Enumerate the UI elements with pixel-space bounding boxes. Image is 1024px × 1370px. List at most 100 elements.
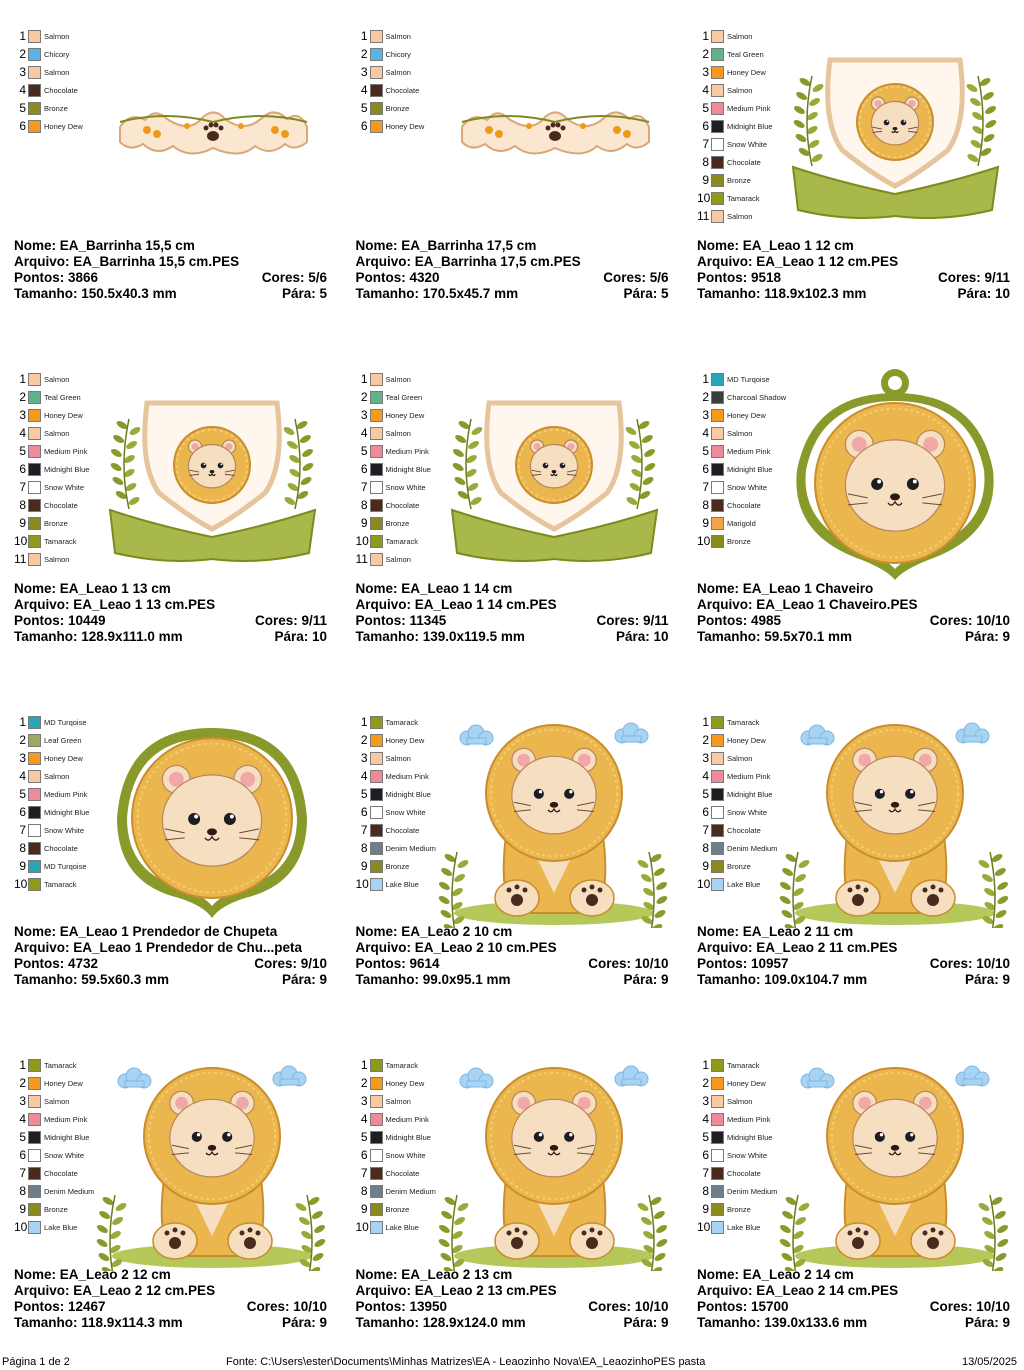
color-index: 6 bbox=[360, 119, 368, 133]
palette-row: 8 Chocolate bbox=[14, 496, 89, 514]
color-index: 5 bbox=[360, 787, 368, 801]
color-index: 5 bbox=[360, 444, 368, 458]
info-row: Pontos: 11345 Cores: 9/11 bbox=[356, 613, 669, 629]
shield-frame bbox=[791, 57, 1000, 219]
color-swatch bbox=[711, 859, 724, 873]
color-index: 4 bbox=[702, 1112, 709, 1126]
color-name: Tamarack bbox=[44, 1060, 77, 1070]
color-index: 7 bbox=[702, 1166, 709, 1180]
palette-row: 11 Salmon bbox=[697, 207, 772, 225]
palette-row: 10 Lake Blue bbox=[356, 1218, 436, 1236]
color-name: Midnight Blue bbox=[44, 464, 90, 474]
color-name: Honey Dew bbox=[385, 121, 425, 131]
color-swatch bbox=[711, 715, 724, 729]
color-name: Honey Dew bbox=[727, 410, 766, 420]
color-swatch bbox=[369, 751, 383, 765]
info-row: Pontos: 3866 Cores: 5/6 bbox=[14, 270, 327, 286]
color-name: Honey Dew bbox=[44, 1078, 83, 1088]
source-path: Fonte: C:\Users\ester\Documents\Minhas M… bbox=[226, 1356, 706, 1368]
design-size: Tamanho: 59.5x70.1 mm bbox=[697, 629, 853, 644]
info-row: Tamanho: 128.9x111.0 mm Pára: 10 bbox=[14, 629, 327, 645]
color-swatch bbox=[28, 859, 41, 873]
design-size: Tamanho: 118.9x114.3 mm bbox=[14, 1315, 183, 1330]
color-swatch bbox=[369, 1202, 383, 1216]
design-art bbox=[778, 708, 1013, 943]
color-index: 3 bbox=[360, 1094, 368, 1108]
design-name: Nome: EA_Leao 2 12 cm bbox=[14, 1267, 171, 1282]
design-info: Nome: EA_Leao 1 14 cm Arquivo: EA_Leao 1 … bbox=[356, 581, 669, 645]
color-name: Bronze bbox=[385, 518, 410, 528]
color-swatch bbox=[369, 1094, 383, 1108]
palette-row: 6 Snow White bbox=[697, 1146, 777, 1164]
color-index: 3 bbox=[360, 408, 368, 422]
color-name: Salmon bbox=[44, 554, 70, 564]
color-index: 2 bbox=[360, 1076, 368, 1090]
color-swatch bbox=[28, 751, 41, 765]
info-row: Tamanho: 109.0x104.7 mm Pára: 9 bbox=[697, 972, 1010, 988]
color-swatch bbox=[28, 552, 41, 566]
color-count: Cores: 5/6 bbox=[603, 270, 669, 285]
color-index: 10 bbox=[14, 1220, 28, 1234]
color-name: Tamarack bbox=[44, 536, 77, 546]
color-swatch bbox=[711, 498, 724, 512]
design-card: 1 Tamarack 2 Honey Dew 3 Salmon 4 Medium Pink 5 M… bbox=[683, 1029, 1024, 1370]
color-name: Honey Dew bbox=[727, 1078, 766, 1088]
design-info: Nome: EA_Leao 1 Prendedor de Chupeta Arqu… bbox=[14, 924, 327, 988]
palette-row: 8 Denim Medium bbox=[697, 839, 777, 857]
color-index: 10 bbox=[697, 877, 711, 891]
color-index: 10 bbox=[355, 877, 369, 891]
color-name: Honey Dew bbox=[44, 121, 83, 131]
color-name: Salmon bbox=[385, 554, 411, 564]
design-info: Nome: EA_Leao 2 12 cm Arquivo: EA_Leao 2 … bbox=[14, 1267, 327, 1331]
color-name: Leaf Green bbox=[44, 735, 82, 745]
design-name: Nome: EA_Barrinha 15,5 cm bbox=[14, 238, 195, 253]
color-swatch bbox=[28, 1076, 41, 1090]
palette-row: 1 Salmon bbox=[14, 27, 83, 45]
color-index: 6 bbox=[19, 462, 26, 476]
stitch-count: Pontos: 10957 bbox=[697, 956, 789, 971]
color-swatch bbox=[711, 119, 724, 133]
color-swatch bbox=[28, 101, 41, 115]
stop-count: Pára: 9 bbox=[964, 629, 1010, 644]
color-swatch bbox=[28, 787, 41, 801]
palette-row: 2 Teal Green bbox=[14, 388, 89, 406]
design-art bbox=[778, 22, 1013, 242]
color-palette: 1 Salmon 2 Teal Green 3 Honey Dew 4 Salmon 5 Medi… bbox=[14, 370, 89, 568]
design-info: Nome: EA_Leao 1 Chaveiro Arquivo: EA_Leao… bbox=[697, 581, 1010, 645]
palette-row: 9 Bronze bbox=[356, 514, 431, 532]
design-info: Nome: EA_Leao 1 13 cm Arquivo: EA_Leao 1 … bbox=[14, 581, 327, 645]
info-row: Pontos: 4732 Cores: 9/10 bbox=[14, 956, 327, 972]
color-index: 5 bbox=[702, 787, 709, 801]
color-name: Bronze bbox=[727, 861, 751, 871]
color-swatch bbox=[711, 877, 724, 891]
color-index: 8 bbox=[360, 841, 368, 855]
color-index: 4 bbox=[360, 1112, 368, 1126]
color-name: Salmon bbox=[44, 67, 70, 77]
color-swatch bbox=[369, 390, 383, 404]
stop-count: Pára: 5 bbox=[281, 286, 327, 301]
info-row: Tamanho: 150.5x40.3 mm Pára: 5 bbox=[14, 286, 327, 302]
color-swatch bbox=[28, 47, 41, 61]
palette-row: 5 Midnight Blue bbox=[14, 1128, 94, 1146]
design-file: Arquivo: EA_Leao 2 13 cm.PES bbox=[355, 1283, 557, 1298]
color-name: Denim Medium bbox=[727, 1186, 778, 1196]
color-index: 5 bbox=[19, 787, 26, 801]
design-info: Nome: EA_Leao 2 13 cm Arquivo: EA_Leao 2 … bbox=[356, 1267, 669, 1331]
design-name: Nome: EA_Leao 1 12 cm bbox=[697, 238, 854, 253]
design-card: 1 Tamarack 2 Honey Dew 3 Salmon 4 Medium Pink 5 M… bbox=[683, 686, 1024, 1029]
palette-row: 5 Medium Pink bbox=[14, 442, 89, 460]
palette-row: 3 Salmon bbox=[14, 63, 83, 81]
info-row: Tamanho: 59.5x60.3 mm Pára: 9 bbox=[14, 972, 327, 988]
color-index: 3 bbox=[702, 1094, 709, 1108]
color-palette: 1 MD Turqoise 2 Leaf Green 3 Honey Dew 4 Salmon… bbox=[14, 713, 89, 893]
color-name: Denim Medium bbox=[44, 1186, 95, 1196]
color-swatch bbox=[369, 372, 383, 386]
info-row: Pontos: 10449 Cores: 9/11 bbox=[14, 613, 327, 629]
color-index: 3 bbox=[360, 65, 368, 79]
color-index: 6 bbox=[702, 119, 709, 133]
color-swatch bbox=[711, 173, 724, 187]
color-name: Tamarack bbox=[44, 879, 77, 889]
palette-row: 3 Salmon bbox=[697, 1092, 777, 1110]
color-swatch bbox=[711, 209, 724, 223]
palette-row: 9 Bronze bbox=[356, 1200, 436, 1218]
